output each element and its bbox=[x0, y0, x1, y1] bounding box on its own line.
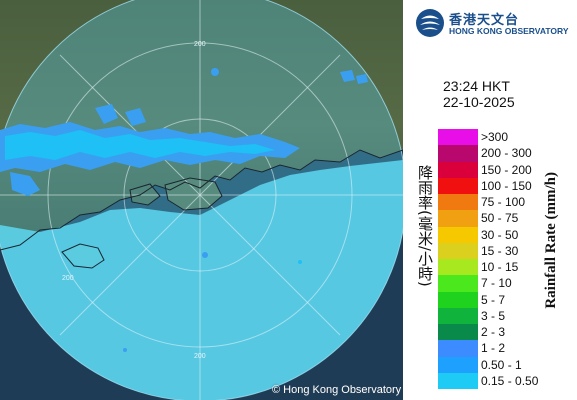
legend-swatch bbox=[438, 324, 478, 340]
legend-range-label: 0.15 - 0.50 bbox=[481, 374, 538, 388]
legend-row: 0.50 - 1 bbox=[438, 357, 577, 373]
observation-time: 23:24 HKT bbox=[443, 78, 510, 94]
hko-logo-icon bbox=[415, 8, 445, 38]
legend-range-label: 10 - 15 bbox=[481, 260, 518, 274]
copyright-notice: © Hong Kong Observatory bbox=[272, 384, 401, 396]
legend-swatch bbox=[438, 373, 478, 389]
legend-swatch bbox=[438, 227, 478, 243]
legend-swatch bbox=[438, 275, 478, 291]
legend-swatch bbox=[438, 308, 478, 324]
range-ring-label: 200 bbox=[194, 41, 206, 48]
legend-range-label: 15 - 30 bbox=[481, 244, 518, 258]
legend-swatch bbox=[438, 194, 478, 210]
legend-swatch bbox=[438, 162, 478, 178]
legend-range-label: 1 - 2 bbox=[481, 341, 505, 355]
legend-range-label: 3 - 5 bbox=[481, 309, 505, 323]
legend-row: 0.15 - 0.50 bbox=[438, 373, 577, 389]
legend-range-label: 75 - 100 bbox=[481, 195, 525, 209]
legend-range-label: 7 - 10 bbox=[481, 276, 512, 290]
legend-swatch bbox=[438, 210, 478, 226]
legend-swatch bbox=[438, 357, 478, 373]
legend-row: 1 - 2 bbox=[438, 340, 577, 356]
legend-row: 200 - 300 bbox=[438, 145, 577, 161]
range-ring-label: 200 bbox=[194, 353, 206, 360]
legend-swatch bbox=[438, 178, 478, 194]
org-name-english: HONG KONG OBSERVATORY bbox=[449, 26, 569, 36]
legend-swatch bbox=[438, 292, 478, 308]
legend-title-english: Rainfall Rate (mm/h) bbox=[543, 172, 560, 309]
radar-map-canvas: 200 200 200 bbox=[0, 0, 403, 400]
legend-range-label: 150 - 200 bbox=[481, 163, 532, 177]
legend-row: 3 - 5 bbox=[438, 308, 577, 324]
legend-row: 2 - 3 bbox=[438, 324, 577, 340]
legend-range-label: 200 - 300 bbox=[481, 146, 532, 160]
legend-swatch bbox=[438, 340, 478, 356]
legend-row: >300 bbox=[438, 129, 577, 145]
legend-range-label: 5 - 7 bbox=[481, 293, 505, 307]
legend-swatch bbox=[438, 243, 478, 259]
observation-date: 22-10-2025 bbox=[443, 94, 515, 110]
legend-range-label: 30 - 50 bbox=[481, 228, 518, 242]
legend-swatch bbox=[438, 259, 478, 275]
legend-swatch bbox=[438, 129, 478, 145]
legend-swatch bbox=[438, 145, 478, 161]
legend-range-label: >300 bbox=[481, 130, 508, 144]
range-ring-label: 200 bbox=[62, 275, 74, 282]
legend-title-chinese: 降雨率(毫米/小時) bbox=[414, 165, 436, 287]
info-panel: 香港天文台 HONG KONG OBSERVATORY 23:24 HKT 22… bbox=[403, 0, 577, 400]
legend-range-label: 100 - 150 bbox=[481, 179, 532, 193]
hko-logo[interactable]: 香港天文台 HONG KONG OBSERVATORY bbox=[415, 8, 575, 40]
radar-coverage bbox=[0, 0, 403, 400]
legend-range-label: 2 - 3 bbox=[481, 325, 505, 339]
radar-map[interactable]: 200 200 200 © Hong Kong Observatory bbox=[0, 0, 403, 400]
legend-range-label: 50 - 75 bbox=[481, 211, 518, 225]
legend-range-label: 0.50 - 1 bbox=[481, 358, 522, 372]
